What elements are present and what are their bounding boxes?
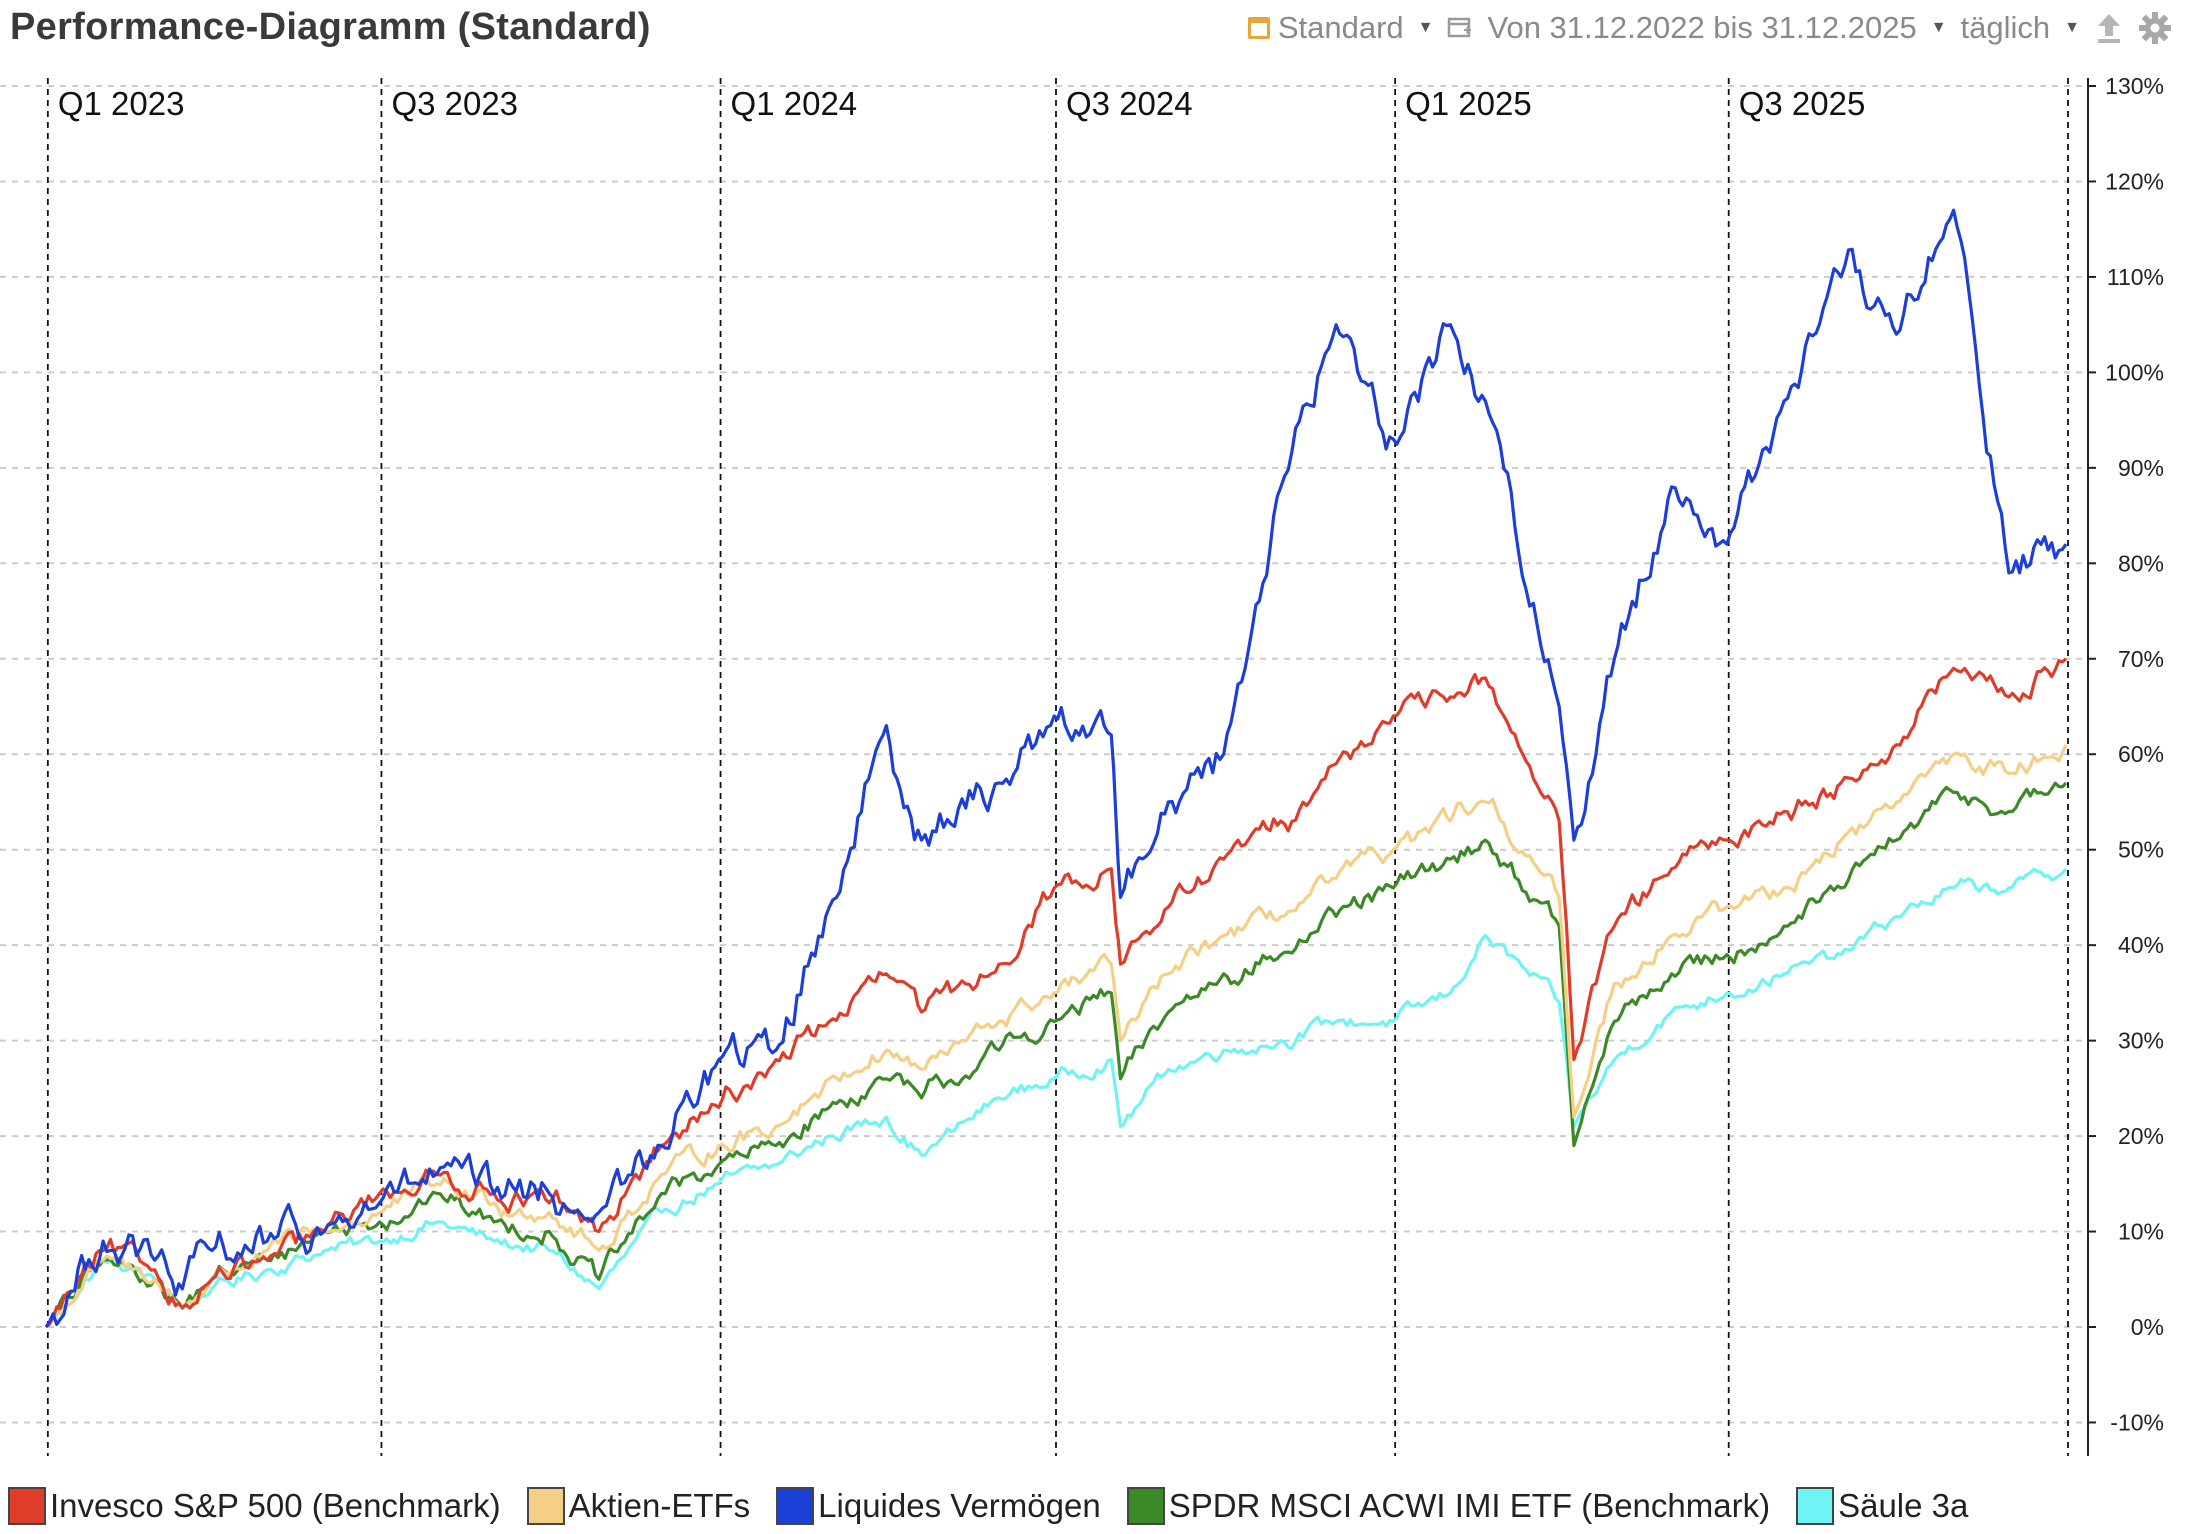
legend-item[interactable]: Invesco S&P 500 (Benchmark) <box>8 1487 501 1525</box>
legend-item[interactable]: Aktien-ETFs <box>526 1487 751 1525</box>
y-tick-label-12: 110% <box>2107 264 2164 290</box>
legend-swatch <box>1796 1487 1835 1525</box>
upload-icon[interactable] <box>2094 11 2124 45</box>
y-tick-label-10: 90% <box>2118 455 2164 481</box>
y-tick-label-6: 50% <box>2118 837 2164 863</box>
date-range-selector[interactable]: Von 31.12.2022 bis 31.12.2025 ▼ <box>1487 10 1946 46</box>
y-tick-label-7: 60% <box>2118 741 2164 767</box>
y-tick-label-0: -10% <box>2110 1409 2164 1435</box>
y-tick-label-13: 120% <box>2105 168 2164 194</box>
y-tick-label-1: 0% <box>2131 1314 2164 1340</box>
quarter-label-0: Q1 2023 <box>58 85 185 122</box>
legend-label: Säule 3a <box>1838 1487 1969 1524</box>
legend-item[interactable]: Liquides Vermögen <box>776 1487 1101 1525</box>
chart-toolbar: Standard ▼ Von 31.12.2022 bis 31.12.2025… <box>1247 10 2172 46</box>
page-title: Performance-Diagramm (Standard) <box>10 6 651 48</box>
interval-selector[interactable]: täglich ▼ <box>1961 10 2080 46</box>
view-selector-label: Standard <box>1277 10 1404 45</box>
y-tick-label-14: 130% <box>2105 73 2164 99</box>
y-tick-label-9: 80% <box>2118 550 2164 576</box>
interval-label: täglich <box>1960 10 2051 45</box>
series-line-aktien-etfs[interactable] <box>44 744 2068 1329</box>
legend-label: Aktien-ETFs <box>568 1487 751 1524</box>
legend-item[interactable]: Säule 3a <box>1796 1487 1968 1525</box>
legend-label: Invesco S&P 500 (Benchmark) <box>50 1487 501 1524</box>
y-tick-label-11: 100% <box>2105 359 2164 385</box>
legend-swatch <box>1126 1487 1165 1525</box>
series-line-liquides-verm-gen[interactable] <box>44 208 2068 1328</box>
y-tick-label-8: 70% <box>2118 646 2164 672</box>
legend-label: SPDR MSCI ACWI IMI ETF (Benchmark) <box>1168 1487 1771 1524</box>
quarter-label-2: Q1 2024 <box>731 85 858 122</box>
gear-icon[interactable] <box>2138 11 2172 45</box>
chevron-down-icon: ▼ <box>1930 19 1947 36</box>
view-selector[interactable]: Standard ▼ <box>1247 10 1434 46</box>
chart-legend: Invesco S&P 500 (Benchmark) Aktien-ETFs Li… <box>8 1484 1994 1528</box>
legend-label: Liquides Vermögen <box>818 1487 1101 1524</box>
window-icon <box>1448 17 1472 38</box>
window-button[interactable] <box>1447 17 1473 39</box>
legend-swatch <box>8 1487 46 1525</box>
performance-chart[interactable]: Q1 2023 Q3 2023 Q1 2024 Q3 2024 Q1 2025 Q3 20… <box>0 62 2186 1480</box>
series-line-invesco-s-p-500-benchmark[interactable] <box>44 657 2068 1329</box>
quarter-label-5: Q3 2025 <box>1739 85 1866 122</box>
quarter-label-3: Q3 2024 <box>1066 85 1193 122</box>
quarter-label-1: Q3 2023 <box>391 85 518 122</box>
chevron-down-icon: ▼ <box>1417 19 1434 36</box>
quarter-label-4: Q1 2025 <box>1405 85 1532 122</box>
date-range-label: Von 31.12.2022 bis 31.12.2025 <box>1487 10 1917 45</box>
calendar-icon <box>1247 17 1270 39</box>
chevron-down-icon: ▼ <box>2064 19 2080 36</box>
y-tick-label-3: 20% <box>2118 1123 2164 1149</box>
legend-swatch <box>526 1487 565 1525</box>
chart-header: Performance-Diagramm (Standard) Standard… <box>0 0 2186 62</box>
y-tick-label-2: 10% <box>2118 1219 2164 1245</box>
series-line-spdr-msci-acwi-imi-etf-benchmark[interactable] <box>44 781 2068 1328</box>
legend-item[interactable]: SPDR MSCI ACWI IMI ETF (Benchmark) <box>1126 1487 1771 1525</box>
series-line-s-ule-3a[interactable] <box>44 867 2068 1329</box>
legend-swatch <box>776 1487 815 1525</box>
y-tick-label-4: 30% <box>2118 1028 2164 1054</box>
y-tick-label-5: 40% <box>2118 932 2164 958</box>
